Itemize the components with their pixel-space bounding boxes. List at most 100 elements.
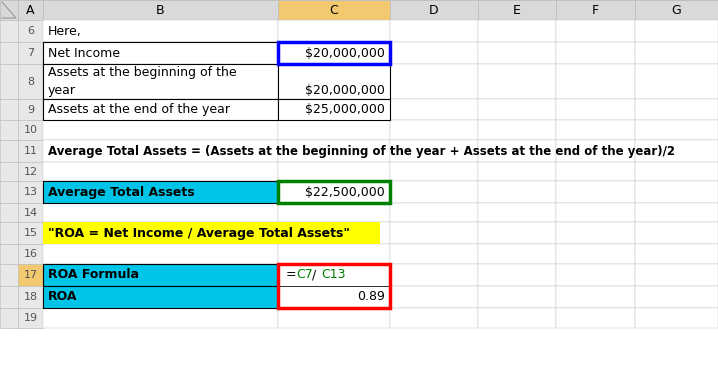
Bar <box>635 181 718 203</box>
Bar <box>390 42 478 64</box>
Bar <box>556 20 635 42</box>
Bar <box>278 264 390 308</box>
Bar <box>18 264 43 286</box>
Bar <box>43 120 278 140</box>
Bar <box>18 244 43 264</box>
Bar <box>556 264 635 286</box>
Text: C: C <box>330 4 338 16</box>
Bar <box>18 181 43 203</box>
Bar <box>278 181 390 203</box>
Bar <box>390 140 478 162</box>
Bar <box>18 120 43 140</box>
Bar <box>556 0 635 20</box>
Bar <box>43 162 278 181</box>
Bar <box>556 64 635 99</box>
Bar <box>43 42 278 64</box>
Bar <box>278 203 390 222</box>
Bar <box>278 264 390 286</box>
Bar <box>556 222 635 244</box>
Bar <box>478 203 556 222</box>
Bar <box>390 181 478 203</box>
Bar <box>478 286 556 308</box>
Bar <box>635 99 718 120</box>
Text: 12: 12 <box>24 167 37 176</box>
Bar <box>390 20 478 42</box>
Bar <box>18 203 43 222</box>
Text: A: A <box>27 4 34 16</box>
Bar <box>278 99 390 120</box>
Bar <box>278 140 390 162</box>
Bar <box>0 203 18 222</box>
Bar <box>18 308 43 328</box>
Bar <box>278 42 390 64</box>
Bar <box>635 140 718 162</box>
Bar <box>43 99 278 120</box>
Bar <box>278 0 390 20</box>
Bar <box>390 120 478 140</box>
Text: 6: 6 <box>27 26 34 36</box>
Bar <box>478 162 556 181</box>
Bar <box>0 244 18 264</box>
Bar <box>390 286 478 308</box>
Text: =: = <box>286 269 297 281</box>
Bar <box>635 244 718 264</box>
Text: 8: 8 <box>27 76 34 87</box>
Text: D: D <box>429 4 439 16</box>
Bar <box>390 264 478 286</box>
Bar <box>43 181 278 203</box>
Bar <box>390 99 478 120</box>
Bar <box>0 64 18 99</box>
Text: 18: 18 <box>24 292 37 302</box>
Bar <box>278 181 390 203</box>
Bar <box>390 308 478 328</box>
Bar <box>43 0 278 20</box>
Bar <box>478 42 556 64</box>
Bar <box>0 0 18 20</box>
Text: ROA: ROA <box>48 290 78 303</box>
Text: 19: 19 <box>24 313 37 323</box>
Text: $20,000,000: $20,000,000 <box>305 84 385 97</box>
Bar <box>278 64 390 99</box>
Text: Average Total Assets = (Assets at the beginning of the year + Assets at the end : Average Total Assets = (Assets at the be… <box>48 145 675 158</box>
Bar <box>478 120 556 140</box>
Bar <box>43 286 278 308</box>
Bar <box>278 42 390 64</box>
Text: /: / <box>312 269 316 281</box>
Text: 14: 14 <box>24 207 37 218</box>
Bar <box>635 162 718 181</box>
Text: year: year <box>48 84 76 97</box>
Bar <box>0 120 18 140</box>
Bar <box>278 64 390 99</box>
Bar <box>635 42 718 64</box>
Bar <box>556 162 635 181</box>
Bar <box>18 140 43 162</box>
Text: $22,500,000: $22,500,000 <box>305 185 385 198</box>
Text: B: B <box>157 4 165 16</box>
Bar <box>478 222 556 244</box>
Bar <box>278 286 390 308</box>
Text: $25,000,000: $25,000,000 <box>305 103 385 116</box>
Bar <box>390 222 478 244</box>
Bar <box>635 20 718 42</box>
Bar <box>18 162 43 181</box>
Bar <box>390 244 478 264</box>
Text: F: F <box>592 4 599 16</box>
Bar <box>278 222 390 244</box>
Bar <box>635 0 718 20</box>
Bar <box>635 120 718 140</box>
Bar <box>18 64 43 99</box>
Text: 9: 9 <box>27 105 34 114</box>
Text: ROA Formula: ROA Formula <box>48 269 139 281</box>
Bar <box>635 64 718 99</box>
Bar <box>278 286 390 308</box>
Bar <box>0 222 18 244</box>
Bar <box>18 20 43 42</box>
Text: C13: C13 <box>321 269 345 281</box>
Bar <box>635 203 718 222</box>
Bar <box>278 99 390 120</box>
Bar <box>0 140 18 162</box>
Bar <box>390 64 478 99</box>
Bar <box>556 203 635 222</box>
Bar <box>478 181 556 203</box>
Text: "ROA = Net Income / Average Total Assets": "ROA = Net Income / Average Total Assets… <box>48 227 350 240</box>
